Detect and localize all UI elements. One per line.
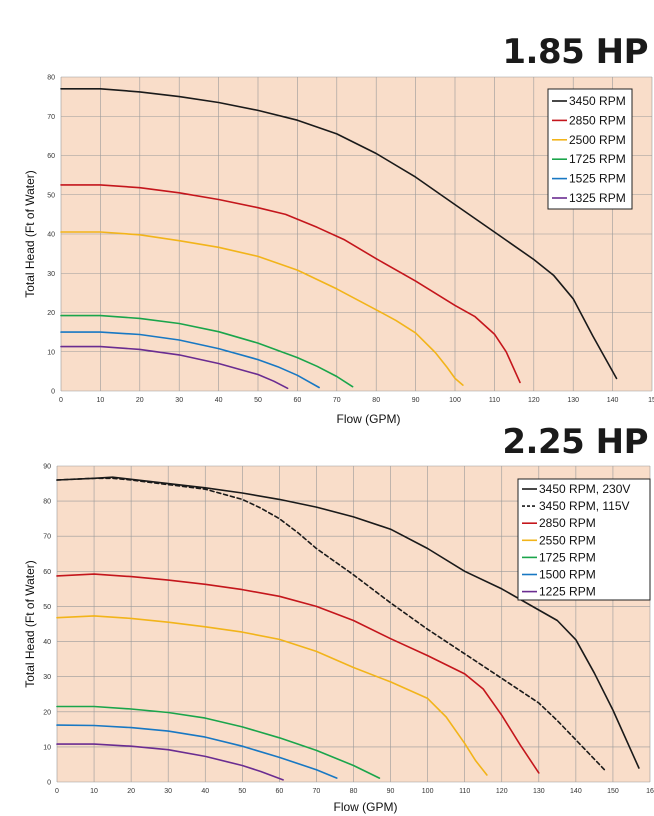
- x-tick-label: 90: [412, 397, 420, 404]
- y-tick-label: 90: [43, 464, 51, 471]
- legend-label: 1500 RPM: [539, 568, 596, 582]
- legend-label: 1725 RPM: [569, 152, 626, 166]
- y-tick-label: 80: [43, 499, 51, 506]
- legend-label: 2850 RPM: [569, 113, 626, 127]
- chart-2: 2.25 HP0 10 20 30 40 50 60 70 80 90 100 110 120 130 14…: [23, 422, 654, 814]
- legend-label: 1525 RPM: [569, 172, 626, 186]
- x-tick-label: 100: [449, 397, 461, 404]
- x-tick-label: 30: [164, 788, 172, 795]
- y-tick-label: 30: [47, 271, 55, 278]
- x-tick-label: 50: [238, 788, 246, 795]
- y-tick-label: 10: [43, 744, 51, 751]
- series-line-3: [56, 573, 540, 774]
- legend-label: 2500 RPM: [569, 133, 626, 147]
- y-tick-label: 0: [47, 780, 51, 787]
- x-tick-label: 80: [372, 397, 380, 404]
- y-tick-label: 70: [43, 534, 51, 541]
- x-tick-label: 0: [55, 788, 59, 795]
- x-tick-label: 60: [275, 788, 283, 795]
- series-line-1: [60, 88, 618, 380]
- series-line-6: [56, 724, 338, 779]
- y-tick-label: 40: [47, 232, 55, 239]
- y-tick-label: 50: [43, 604, 51, 611]
- x-tick-label: 110: [459, 788, 470, 795]
- series-line-2: [56, 477, 607, 772]
- legend-label: 1325 RPM: [569, 191, 626, 205]
- legend-label: 1725 RPM: [539, 550, 596, 564]
- x-tick-label: 70: [313, 788, 321, 795]
- y-tick-label: 50: [47, 192, 55, 199]
- y-tick-label: 20: [47, 310, 55, 317]
- legend-label: 3450 RPM, 115V: [539, 499, 630, 513]
- series-line-4: [56, 615, 488, 776]
- chart-1: 1.85 HP0 10 20 30 40 50 60 70 80 90 100 110 120 130 14…: [23, 32, 654, 426]
- y-tick-label: 0: [51, 389, 55, 396]
- series-line-7: [56, 743, 284, 781]
- x-tick-label: 30: [175, 397, 183, 404]
- y-axis-label: Total Head (Ft of Water): [23, 170, 37, 298]
- x-tick-label: 130: [533, 788, 545, 795]
- x-tick-label: 20: [127, 788, 135, 795]
- chart-title: 2.25 HP: [502, 422, 648, 462]
- legend-label: 3450 RPM: [569, 94, 626, 108]
- legend-label: 2850 RPM: [539, 516, 596, 530]
- series-line-2: [60, 184, 521, 384]
- series-line-5: [56, 705, 381, 779]
- x-tick-label: 0: [59, 397, 63, 404]
- series-line-5: [60, 331, 320, 389]
- x-tick-label: 130: [567, 397, 579, 404]
- x-tick-label: 140: [607, 397, 619, 404]
- legend-label: 2550 RPM: [539, 533, 596, 547]
- x-tick-label: 110: [489, 397, 500, 404]
- y-tick-label: 60: [47, 153, 55, 160]
- x-tick-label: 60: [294, 397, 302, 404]
- legend-box: [547, 88, 633, 210]
- x-tick-label: 16: [646, 788, 654, 795]
- y-tick-label: 40: [43, 639, 51, 646]
- series-line-3: [60, 231, 464, 386]
- y-tick-label: 30: [43, 674, 51, 681]
- x-tick-label: 40: [201, 788, 209, 795]
- x-tick-label: 50: [254, 397, 262, 404]
- legend-box: [517, 478, 651, 601]
- x-tick-label: 10: [97, 397, 105, 404]
- legend: 3450 RPM, 230V 3450 RPM, 115V 2850 RPM 2550…: [517, 478, 651, 601]
- x-tick-label: 20: [136, 397, 144, 404]
- x-tick-label: 120: [528, 397, 540, 404]
- x-tick-label: 140: [570, 788, 582, 795]
- y-tick-label: 20: [43, 709, 51, 716]
- y-axis-label: Total Head (Ft of Water): [23, 560, 37, 688]
- y-tick-label: 60: [43, 569, 51, 576]
- x-tick-label: 15: [648, 397, 654, 404]
- x-tick-label: 90: [387, 788, 395, 795]
- series-line-6: [60, 345, 289, 390]
- x-tick-label: 40: [215, 397, 223, 404]
- x-axis-label: Flow (GPM): [334, 800, 398, 814]
- x-tick-label: 120: [496, 788, 508, 795]
- x-tick-label: 10: [90, 788, 98, 795]
- x-axis-label: Flow (GPM): [337, 412, 401, 426]
- grid: [60, 76, 653, 392]
- x-tick-label: 100: [422, 788, 434, 795]
- y-tick-label: 70: [47, 114, 55, 121]
- series-line-4: [60, 314, 354, 388]
- x-tick-label: 80: [350, 788, 358, 795]
- chart-title: 1.85 HP: [502, 32, 648, 72]
- y-tick-label: 80: [47, 75, 55, 82]
- y-tick-label: 10: [47, 349, 55, 356]
- x-tick-label: 70: [333, 397, 341, 404]
- legend-label: 3450 RPM, 230V: [539, 482, 630, 496]
- x-tick-label: 150: [607, 788, 619, 795]
- legend: 3450 RPM 2850 RPM 2500 RPM 1725 RPM 1525 RPM…: [547, 88, 633, 210]
- legend-label: 1225 RPM: [539, 585, 596, 599]
